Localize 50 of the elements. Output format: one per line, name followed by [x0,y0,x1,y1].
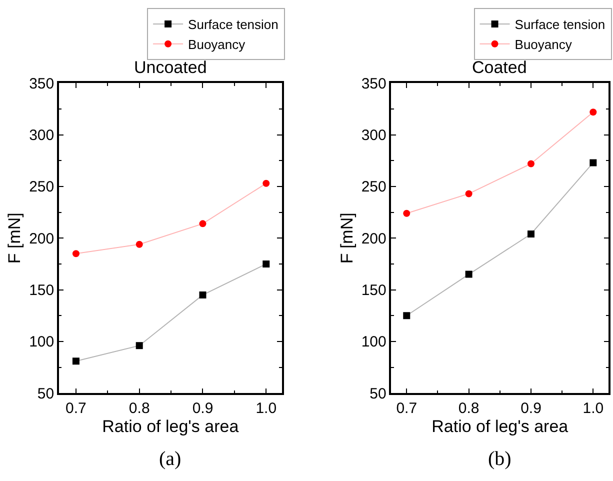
point [72,358,80,365]
y-tick-label: 150 [361,282,386,300]
x-tick-label: 0.9 [520,400,542,417]
x-tick-label: 0.9 [192,400,214,417]
chart-title: Coated [472,58,527,77]
y-tick-label: 200 [29,230,54,248]
x-tick-label: 1.0 [582,400,604,417]
x-axis-title: Ratio of leg's area [432,416,569,436]
y-tick-label: 300 [29,127,54,144]
y-tick-label: 200 [361,230,386,248]
y-tick-label: 150 [29,282,54,300]
y-axis-title: F [mN] [337,212,356,264]
y-tick-label: 250 [29,178,54,196]
point [527,160,534,168]
point [199,220,206,228]
point [590,108,597,116]
point [403,312,410,320]
legend-label: Surface tension [188,17,278,32]
point [590,159,597,166]
y-tick-label: 50 [370,385,386,402]
point [527,230,534,238]
point [465,270,472,278]
point [262,260,270,268]
legend-label: Surface tension [514,17,606,32]
y-tick-label: 100 [29,334,54,351]
point [136,240,143,248]
legend-label: Buoyancy [188,36,246,52]
text: (a) [159,448,182,470]
y-axis-title: F [mN] [5,212,24,264]
point [199,291,206,298]
point [136,342,143,350]
x-tick-label: 1.0 [256,400,277,417]
x-tick-label: 0.7 [66,400,86,417]
point [262,180,270,187]
legend-label: Buoyancy [514,36,572,52]
x-axis-title: Ratio of leg's area [102,416,240,436]
text: (b) [488,448,512,470]
y-tick-label: 100 [361,334,386,351]
x-tick-label: 0.7 [396,400,418,417]
y-tick-label: 250 [361,178,386,196]
point [72,250,80,258]
x-tick-label: 0.8 [128,400,150,417]
y-tick-label: 350 [29,75,54,92]
y-tick-label: 300 [361,127,386,144]
y-tick-label: 50 [37,385,54,402]
point [465,190,472,198]
x-tick-label: 0.8 [458,400,480,417]
point [403,210,410,217]
y-tick-label: 350 [361,75,386,92]
chart-title: Uncoated [134,58,207,77]
